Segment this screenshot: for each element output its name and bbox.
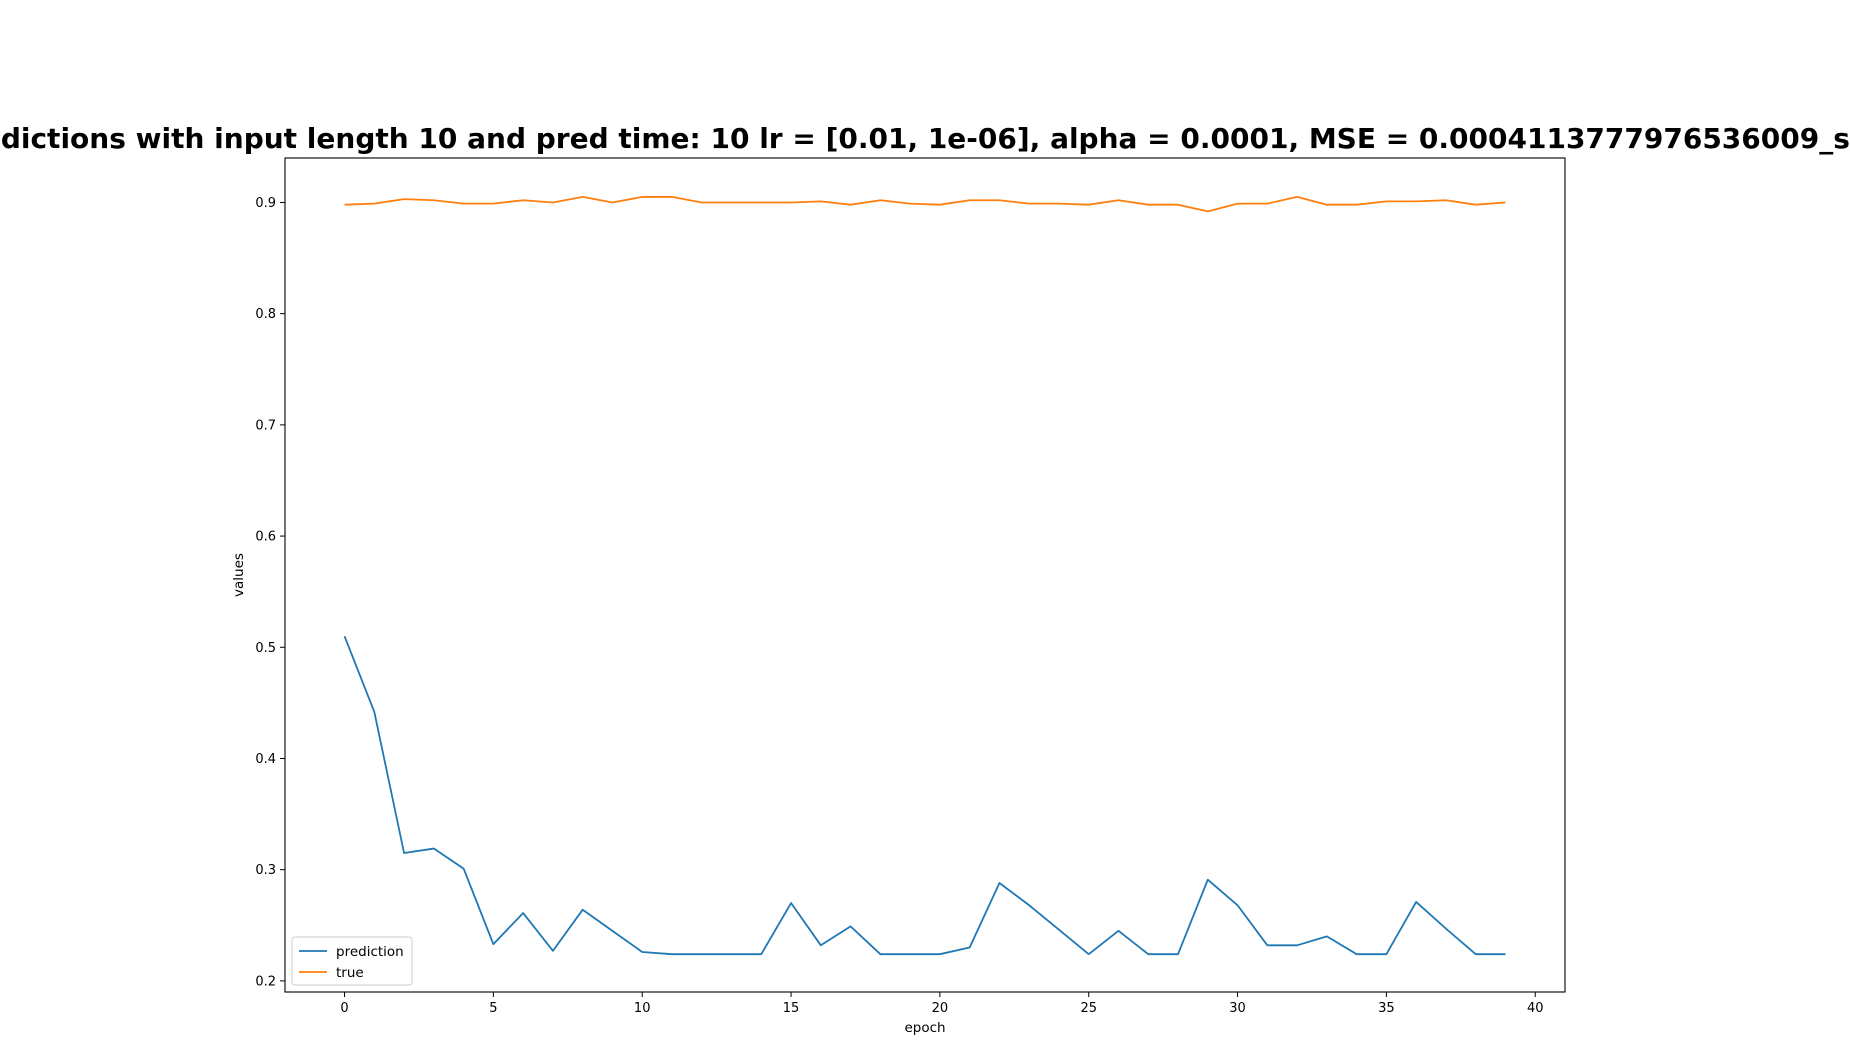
legend-box — [291, 936, 413, 986]
series-layer — [343, 196, 1506, 956]
y-tick-label: 0.7 — [255, 418, 276, 433]
chart-title: Predictions with input length 10 and pre… — [0, 122, 1850, 155]
x-axis-label: epoch — [904, 1020, 945, 1036]
x-tick-label: 30 — [1229, 1001, 1246, 1016]
y-tick-label: 0.3 — [255, 863, 276, 878]
x-tick-label: 15 — [783, 1001, 800, 1016]
y-tick-label: 0.5 — [255, 641, 276, 656]
y-tick-label: 0.4 — [255, 752, 276, 767]
x-tick-label: 0 — [340, 1001, 348, 1016]
legend-label-prediction: prediction — [336, 944, 404, 960]
plot-area — [284, 157, 1566, 993]
y-tick-label: 0.9 — [255, 196, 276, 211]
legend: prediction true — [291, 936, 413, 986]
x-tick-label: 35 — [1378, 1001, 1395, 1016]
series-line-true — [344, 196, 1506, 213]
x-tick-label: 40 — [1527, 1001, 1544, 1016]
y-axis: 0.2 0.3 0.4 0.5 0.6 0.7 0.8 0.9 — [255, 196, 285, 989]
x-tick-label: 25 — [1080, 1001, 1097, 1016]
series-line-prediction — [343, 635, 1506, 956]
x-tick-label: 10 — [634, 1001, 651, 1016]
y-tick-label: 0.2 — [255, 974, 276, 989]
y-tick-label: 0.6 — [255, 530, 276, 545]
y-axis-label: values — [231, 553, 247, 597]
x-tick-label: 5 — [489, 1001, 497, 1016]
y-tick-label: 0.8 — [255, 307, 276, 322]
legend-label-true: true — [336, 965, 364, 981]
x-tick-label: 20 — [932, 1001, 949, 1016]
x-axis: 0 5 10 15 20 25 30 35 40 — [340, 992, 1544, 1016]
